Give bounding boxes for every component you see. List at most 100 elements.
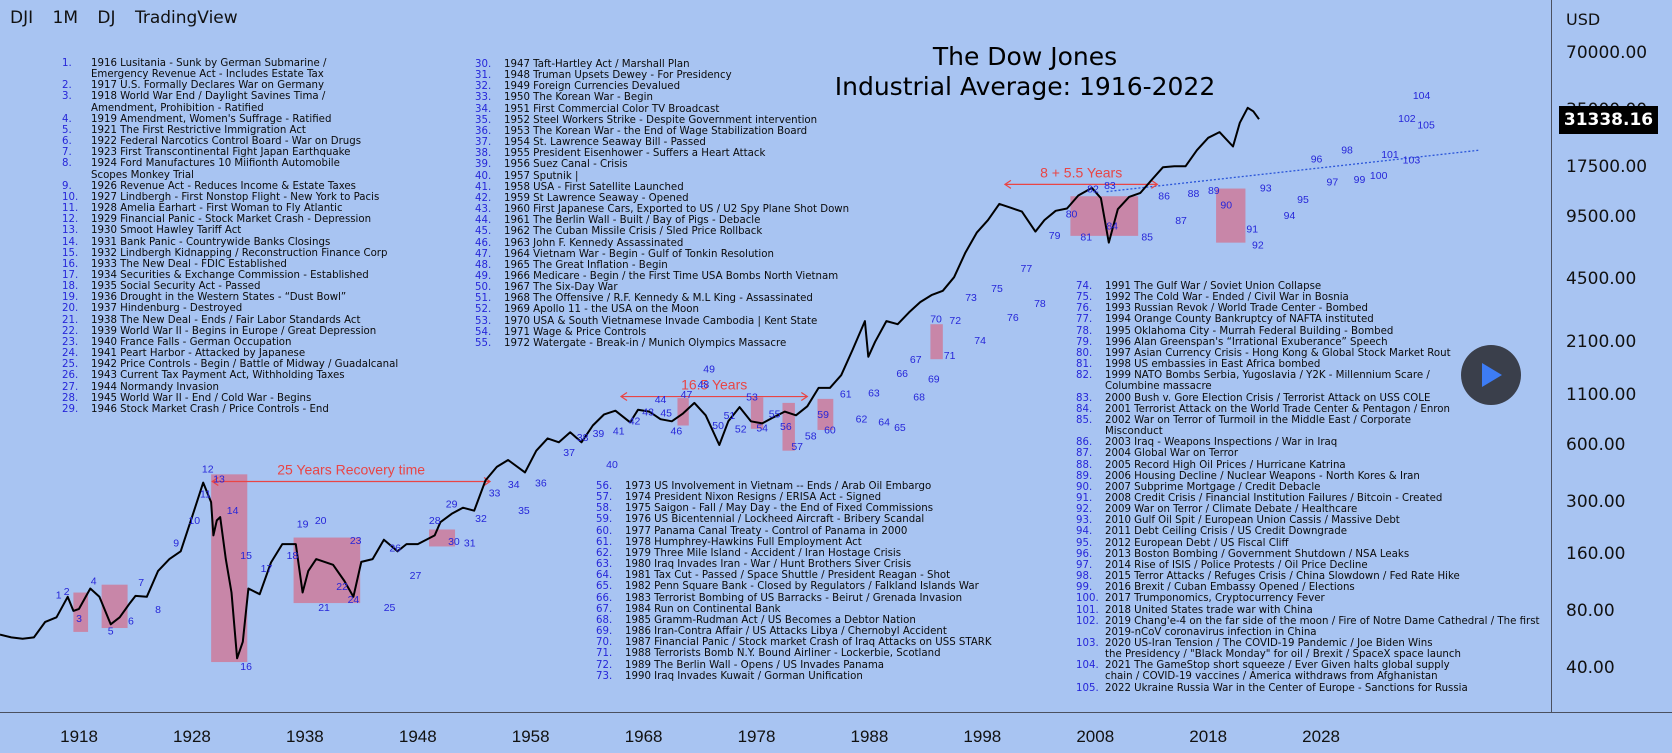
x-tick-label: 1938 xyxy=(286,727,324,746)
event-text: 1930 Smoot Hawley Tariff Act xyxy=(91,225,242,237)
event-number: 44. xyxy=(475,215,492,227)
event-item: 57. 1974 President Nixon Resigns / ERISA … xyxy=(596,492,992,503)
event-text: 1939 World War II - Begins in Europe / G… xyxy=(91,325,377,337)
y-tick-label: 160.00 xyxy=(1566,543,1626,564)
event-item: 71. 1988 Terrorists Bomb N.Y. Bound Airli… xyxy=(596,648,992,659)
event-marker-label: 105 xyxy=(1417,119,1435,131)
event-item: 14. 1931 Bank Panic - Countrywide Banks C… xyxy=(62,237,398,248)
title-line-1: The Dow Jones xyxy=(932,42,1118,71)
event-text: 1933 The New Deal - FDIC Established xyxy=(91,258,287,270)
event-text: 2019-nCoV coronavirus infection in China xyxy=(1105,626,1317,638)
event-marker-label: 47 xyxy=(681,389,693,401)
event-marker-label: 10 xyxy=(188,515,200,527)
event-number: 82. xyxy=(1076,370,1093,382)
event-text: 1948 Truman Upsets Dewey - For Presidenc… xyxy=(504,70,732,82)
event-item: 86. 2003 Iraq - Weapons Inspections / War… xyxy=(1076,437,1540,448)
time-scale-border xyxy=(0,712,1672,713)
event-marker-label: 9 xyxy=(173,537,179,549)
recovery-label: 8 + 5.5 Years xyxy=(1040,164,1122,180)
event-text: 1982 Penn Square Bank - Closed by Regula… xyxy=(625,581,979,593)
event-item: 2. 1917 U.S. Formally Declares War on Ger… xyxy=(62,80,398,91)
event-item: 99. 2016 Brexit / Cuban Embassy Opened / … xyxy=(1076,582,1540,593)
event-number: 10. xyxy=(62,191,79,203)
event-item: 6. 1922 Federal Narcotics Control Board -… xyxy=(62,136,398,147)
event-text: 1918 World War End / Daylight Savines Ti… xyxy=(91,91,326,103)
event-item: 101. 2018 United States trade war with Ch… xyxy=(1076,605,1540,616)
event-text: 1952 Steel Workers Strike - Despite Gove… xyxy=(504,114,818,126)
event-number: 23. xyxy=(62,336,79,348)
event-number: 86. xyxy=(1076,437,1093,449)
event-number: 38. xyxy=(475,148,492,160)
event-number: 66. xyxy=(596,592,613,604)
event-item: 75. 1992 The Cold War - Ended / Civil War… xyxy=(1076,292,1540,303)
y-tick-label: 600.00 xyxy=(1566,434,1626,455)
event-item: 91. 2008 Credit Crisis / Financial Instit… xyxy=(1076,493,1540,504)
event-item: 46. 1963 John F. Kennedy Assassinated xyxy=(475,238,849,249)
event-item: 90. 2007 Subprime Mortgage / Credit Debac… xyxy=(1076,482,1540,493)
event-marker-label: 34 xyxy=(508,479,520,491)
event-marker-label: 69 xyxy=(928,374,940,386)
event-item: 2019-nCoV coronavirus infection in China xyxy=(1076,627,1540,638)
event-marker-label: 46 xyxy=(671,426,683,438)
event-marker-label: 24 xyxy=(348,594,360,606)
event-text: 1919 Amendment, Women's Suffrage - Ratif… xyxy=(91,113,332,125)
event-item: 37. 1954 St. Lawrence Seaway Bill - Passe… xyxy=(475,137,849,148)
event-number xyxy=(62,103,91,114)
event-text: 1975 Saigon - Fall / May Day - the End o… xyxy=(625,503,934,515)
event-marker-label: 81 xyxy=(1080,231,1092,243)
event-text: 1962 The Cuban Missile Crisis / Sled Pri… xyxy=(504,226,763,238)
event-text: 1922 Federal Narcotics Control Board - W… xyxy=(91,136,362,148)
events-list-1: 1. 1916 Lusitania - Sunk by German Submar… xyxy=(62,58,398,415)
event-marker-label: 5 xyxy=(108,626,114,638)
x-tick-label: 1918 xyxy=(60,727,98,746)
event-marker-label: 76 xyxy=(1007,312,1019,324)
event-item: 41. 1958 USA - First Satellite Launched xyxy=(475,182,849,193)
event-marker-label: 40 xyxy=(606,459,618,471)
event-item: 45. 1962 The Cuban Missile Crisis / Sled … xyxy=(475,226,849,237)
event-number xyxy=(62,170,91,181)
event-marker-label: 99 xyxy=(1354,174,1366,186)
event-number: 26. xyxy=(62,370,79,382)
play-button[interactable] xyxy=(1461,345,1521,405)
event-number: 41. xyxy=(475,181,492,193)
crash-shade xyxy=(73,592,89,632)
event-item: 20. 1937 Hindenburg - Destroyed xyxy=(62,303,398,314)
event-number: 77. xyxy=(1076,314,1093,326)
crash-shade xyxy=(677,398,689,426)
event-item: 5. 1921 The First Restrictive Immigration… xyxy=(62,125,398,136)
event-number: 3. xyxy=(62,91,72,103)
event-number: 71. xyxy=(596,648,613,660)
event-item: 49. 1966 Medicare - Begin / the First Tim… xyxy=(475,271,849,282)
event-text: 2013 Boston Bombing / Government Shutdow… xyxy=(1105,548,1410,560)
event-number: 55. xyxy=(475,337,492,349)
event-text: 2014 Rise of ISIS / Police Protests / Oi… xyxy=(1105,559,1368,571)
event-number: 12. xyxy=(62,214,79,226)
x-tick-label: 2028 xyxy=(1302,727,1340,746)
event-text: Amendment, Prohibition - Ratified xyxy=(91,102,264,114)
event-marker-label: 8 xyxy=(155,604,161,616)
y-tick-label: 40.00 xyxy=(1566,658,1615,678)
event-marker-label: 57 xyxy=(791,441,803,453)
event-number: 98. xyxy=(1076,571,1093,583)
event-marker-label: 68 xyxy=(913,391,925,403)
event-item: 77. 1994 Orange County Bankruptcy of NAFT… xyxy=(1076,314,1540,325)
event-item: 92. 2009 War on Terror / Climate Debate /… xyxy=(1076,504,1540,515)
event-text: 2021 The GameStop short squeeze / Ever G… xyxy=(1105,660,1450,672)
interval-label[interactable]: 1M xyxy=(52,8,79,28)
event-item: 95. 2012 European Debt / US Fiscal Cliff xyxy=(1076,538,1540,549)
event-item: 53. 1970 USA & South Vietnamese Invade Ca… xyxy=(475,316,849,327)
symbol-label[interactable]: DJI xyxy=(10,8,34,28)
event-item: 13. 1930 Smoot Hawley Tariff Act xyxy=(62,225,398,236)
event-number: 7. xyxy=(62,147,72,159)
event-marker-label: 104 xyxy=(1413,90,1431,102)
event-item: 4. 1919 Amendment, Women's Suffrage - Rat… xyxy=(62,114,398,125)
event-marker-label: 87 xyxy=(1175,215,1187,227)
event-number: 1. xyxy=(62,58,72,69)
event-item: 80. 1997 Asian Currency Crisis - Hong Kon… xyxy=(1076,348,1540,359)
event-text: 1936 Drought in the Western States - “Du… xyxy=(91,292,347,304)
event-item: 47. 1964 Vietnam War - Begin - Gulf of To… xyxy=(475,249,849,260)
event-marker-label: 14 xyxy=(227,505,239,517)
event-item: 93. 2010 Gulf Oil Spit / European Union C… xyxy=(1076,515,1540,526)
event-item: 76. 1993 Russian Revok / World Trade Cent… xyxy=(1076,303,1540,314)
